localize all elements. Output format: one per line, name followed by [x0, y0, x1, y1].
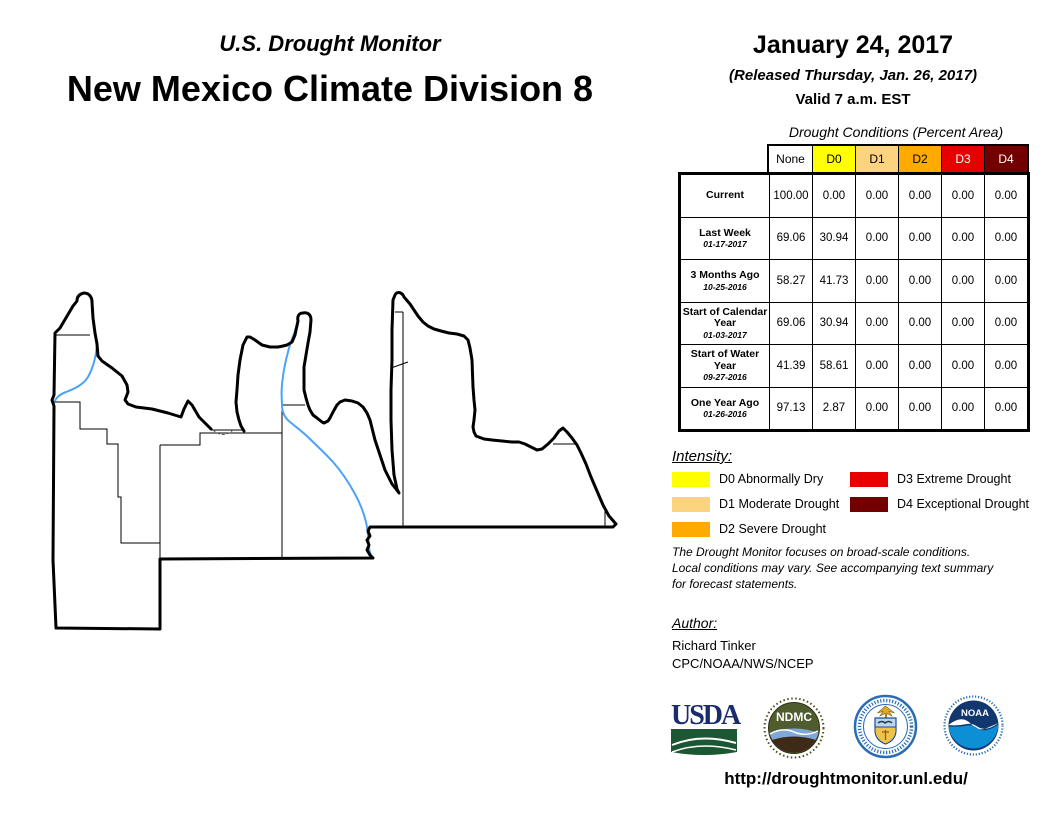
usda-logo: USDA [671, 700, 741, 761]
author-org: CPC/NOAA/NWS/NCEP [672, 656, 814, 671]
column-header-d2: D2 [898, 146, 941, 172]
noaa-logo-text: NOAA [961, 708, 989, 719]
table-row: Start of Water Year 09-27-2016 41.39 58.6… [681, 345, 1027, 388]
cell-value: 0.00 [855, 260, 898, 302]
row-label: One Year Ago 01-26-2016 [690, 396, 760, 419]
cell-value: 0.00 [941, 387, 984, 429]
legend-item-d4: D4 Exceptional Drought [850, 496, 1029, 512]
usda-logo-text: USDA [671, 700, 741, 731]
cell-value: 41.39 [769, 345, 812, 387]
legend-item-d0: D0 Abnormally Dry [672, 471, 823, 487]
cell-value: 0.00 [898, 302, 941, 344]
drought-monitor-url: http://droughtmonitor.unl.edu/ [724, 769, 968, 788]
cell-value: 0.00 [984, 175, 1027, 217]
d2-swatch [672, 521, 710, 537]
cell-value: 30.94 [812, 302, 855, 344]
commerce-seal-logo [853, 694, 918, 759]
cell-value: 0.00 [855, 302, 898, 344]
release-date: (Released Thursday, Jan. 26, 2017) [729, 67, 977, 84]
cell-value: 2.87 [812, 387, 855, 429]
row-label: 3 Months Ago 10-25-2016 [690, 269, 760, 292]
cell-value: 0.00 [984, 345, 1027, 387]
cell-value: 0.00 [984, 387, 1027, 429]
page-title: New Mexico Climate Division 8 [66, 68, 594, 109]
cell-value: 0.00 [855, 217, 898, 259]
disclaimer-text: The Drought Monitor focuses on broad-sca… [672, 545, 994, 591]
table-row: 3 Months Ago 10-25-2016 58.27 41.73 0.00 … [681, 260, 1027, 303]
reservoir-dashed-arc [212, 429, 234, 435]
d1-swatch [672, 496, 710, 512]
cell-value: 0.00 [984, 302, 1027, 344]
d4-swatch [850, 496, 888, 512]
cell-value: 0.00 [898, 345, 941, 387]
cell-value: 0.00 [898, 260, 941, 302]
table-row: One Year Ago 01-26-2016 97.13 2.87 0.00 0… [681, 387, 1027, 429]
river-lines [54, 321, 373, 558]
division-map [50, 291, 618, 631]
cell-value: 0.00 [898, 217, 941, 259]
cell-value: 97.13 [769, 387, 812, 429]
monitor-title: U.S. Drought Monitor [219, 31, 441, 56]
cell-value: 41.73 [812, 260, 855, 302]
column-header-none: None [769, 146, 812, 172]
cell-value: 58.61 [812, 345, 855, 387]
column-header-d1: D1 [855, 146, 898, 172]
d3-swatch [850, 471, 888, 487]
row-label: Last Week 01-17-2017 [699, 226, 751, 249]
table-row: Last Week 01-17-2017 69.06 30.94 0.00 0.0… [681, 217, 1027, 260]
row-label: Current [706, 189, 744, 201]
table-row: Start of Calendar Year 01-03-2017 69.06 3… [681, 302, 1027, 345]
table-body: Current 100.00 0.00 0.00 0.00 0.00 0.00 … [678, 172, 1030, 432]
usda-field-icon [671, 729, 737, 755]
cell-value: 0.00 [941, 260, 984, 302]
map-date: January 24, 2017 [752, 31, 954, 59]
ndmc-logo-text: NDMC [776, 710, 812, 724]
column-header-d0: D0 [812, 146, 855, 172]
cell-value: 0.00 [898, 175, 941, 217]
cell-value: 0.00 [984, 217, 1027, 259]
d0-swatch [672, 471, 710, 487]
cell-value: 0.00 [898, 387, 941, 429]
noaa-logo: NOAA [943, 695, 1004, 756]
table-header-row: None D0 D1 D2 D3 D4 [767, 144, 1029, 172]
cell-value: 0.00 [812, 175, 855, 217]
legend-title: Intensity: [672, 448, 733, 465]
cell-value: 0.00 [855, 387, 898, 429]
valid-time: Valid 7 a.m. EST [795, 91, 911, 108]
author-title: Author: [672, 615, 718, 631]
cell-value: 0.00 [855, 175, 898, 217]
cell-value: 0.00 [855, 345, 898, 387]
row-label: Start of Calendar Year 01-03-2017 [682, 305, 768, 340]
division-boundary-path [50, 291, 618, 631]
row-label: Start of Water Year 09-27-2016 [690, 348, 760, 383]
table-row: Current 100.00 0.00 0.00 0.00 0.00 0.00 [681, 175, 1027, 218]
cell-value: 0.00 [941, 175, 984, 217]
ndmc-logo: NDMC [763, 697, 825, 759]
cell-value: 58.27 [769, 260, 812, 302]
cell-value: 100.00 [769, 175, 812, 217]
table-title: Drought Conditions (Percent Area) [788, 124, 1004, 140]
cell-value: 30.94 [812, 217, 855, 259]
author-name: Richard Tinker [672, 638, 756, 653]
date-block: January 24, 2017 (Released Thursday, Jan… [695, 31, 1011, 108]
cell-value: 0.00 [941, 302, 984, 344]
legend-item-d2: D2 Severe Drought [672, 521, 826, 537]
cell-value: 69.06 [769, 302, 812, 344]
cell-value: 69.06 [769, 217, 812, 259]
county-lines [54, 311, 606, 558]
legend-item-d1: D1 Moderate Drought [672, 496, 839, 512]
noaa-gull-icon [948, 719, 999, 730]
legend-item-d3: D3 Extreme Drought [850, 471, 1011, 487]
cell-value: 0.00 [941, 217, 984, 259]
cell-value: 0.00 [984, 260, 1027, 302]
column-header-d4: D4 [984, 146, 1027, 172]
column-header-d3: D3 [941, 146, 984, 172]
cell-value: 0.00 [941, 345, 984, 387]
